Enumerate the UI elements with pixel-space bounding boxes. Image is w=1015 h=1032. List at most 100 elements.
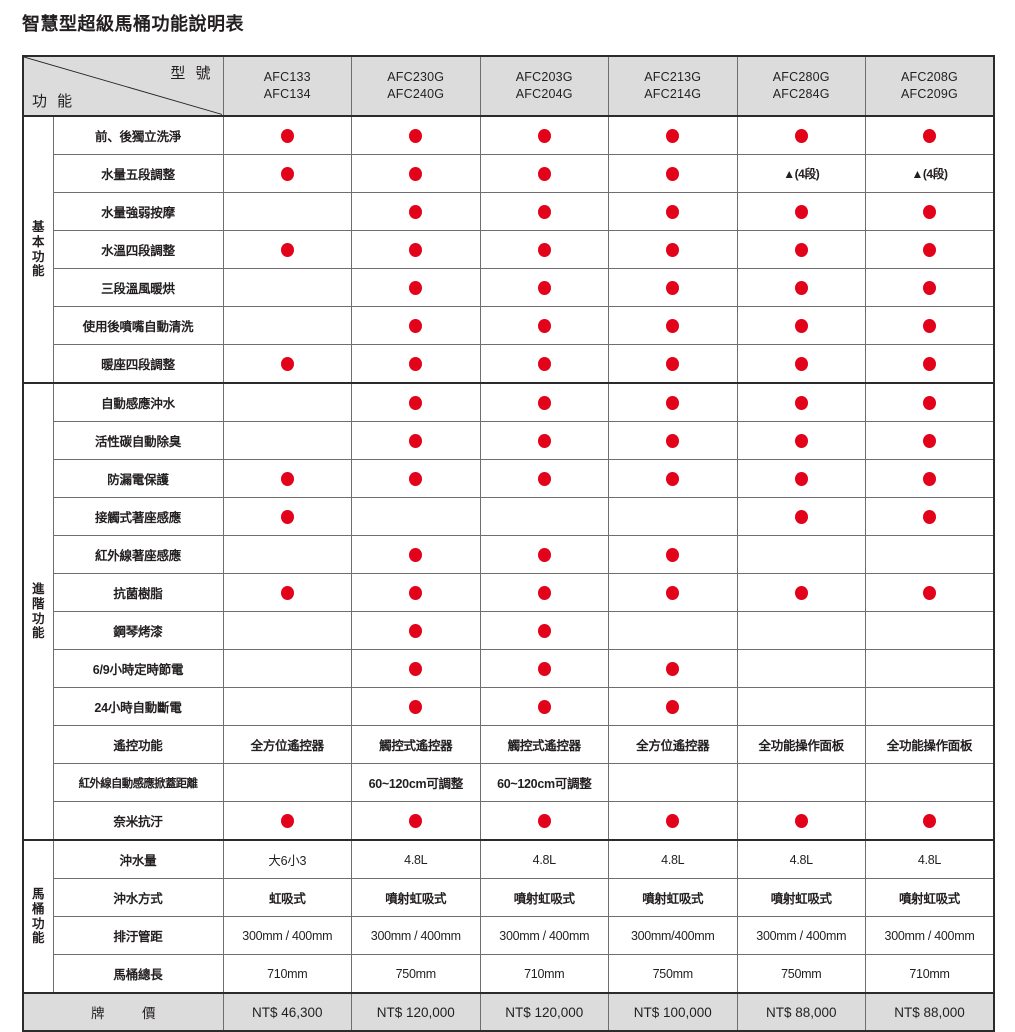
price-row-label: 牌 價 [22, 992, 224, 1032]
supported-dot-cell [865, 801, 995, 841]
section-label-char: 功 [31, 916, 45, 931]
supported-dot-cell [479, 154, 609, 193]
section-label-char: 能 [31, 626, 45, 641]
filled-circle-icon [666, 661, 680, 676]
feature-name: 沖水方式 [52, 878, 224, 917]
model-header-1: AFC133 AFC134 [222, 55, 352, 117]
spec-value-cell: 全功能操作面板 [865, 725, 995, 764]
feature-name: 水量強弱按摩 [52, 192, 224, 231]
spec-value-cell: 300mm / 400mm [351, 916, 481, 955]
filled-circle-icon [794, 242, 808, 257]
filled-circle-icon [923, 280, 936, 295]
feature-name: 馬桶總長 [52, 954, 224, 994]
spec-value-cell: 4.8L [736, 839, 866, 879]
supported-dot-cell [222, 230, 352, 269]
supported-dot-cell [865, 192, 995, 231]
filled-circle-icon [409, 395, 423, 410]
supported-dot-cell [865, 459, 995, 498]
supported-dot-cell [351, 230, 481, 269]
diagonal-divider-icon [24, 57, 222, 115]
section-label-char: 桶 [31, 901, 45, 916]
feature-row: 水量五段調整 ▲(4段) ▲(4段) [23, 154, 995, 193]
empty-cell [222, 687, 352, 726]
feature-name: 暖座四段調整 [52, 344, 224, 384]
empty-cell [608, 763, 738, 802]
triangle-icon-label: ▲(4段) [783, 167, 820, 181]
supported-dot-cell [222, 801, 352, 841]
feature-row: 暖座四段調整 [23, 344, 995, 384]
empty-cell [736, 535, 866, 574]
empty-cell [479, 497, 609, 536]
filled-circle-icon [537, 813, 551, 828]
feature-row: 基本功能前、後獨立洗淨 [22, 115, 995, 384]
supported-dot-cell [736, 421, 866, 460]
supported-dot-cell [736, 192, 866, 231]
partial-support-cell: ▲(4段) [736, 154, 866, 193]
supported-dot-cell [479, 801, 609, 841]
filled-circle-icon [923, 471, 936, 486]
model-code-line2: AFC209G [901, 87, 958, 101]
supported-dot-cell [736, 306, 866, 345]
feature-row: 水溫四段調整 [23, 230, 995, 269]
feature-row: 奈米抗汙 [23, 801, 995, 841]
feature-name: 紅外線著座感應 [52, 535, 224, 574]
spec-value-cell: 710mm [479, 954, 609, 994]
supported-dot-cell [351, 573, 481, 612]
filled-circle-icon [409, 471, 423, 486]
filled-circle-icon [280, 128, 294, 143]
spec-value-cell: 4.8L [479, 839, 609, 879]
price-value: NT$ 120,000 [351, 992, 481, 1032]
supported-dot-cell [351, 649, 481, 688]
table-header-row: 型 號 功 能 AFC133 AFC134 AFC230G AFC240G AF… [22, 55, 995, 117]
price-value: NT$ 88,000 [736, 992, 866, 1032]
filled-circle-icon [537, 547, 551, 562]
spec-value-cell: 噴射虹吸式 [351, 878, 481, 917]
empty-cell [222, 649, 352, 688]
feature-row: 排汙管距 300mm / 400mm 300mm / 400mm 300mm / 40… [23, 916, 995, 955]
supported-dot-cell [351, 115, 481, 155]
supported-dot-cell [479, 344, 609, 384]
spec-value-cell: 大6小3 [222, 839, 352, 879]
filled-circle-icon [537, 471, 551, 486]
filled-circle-icon [794, 204, 808, 219]
feature-name: 水溫四段調整 [52, 230, 224, 269]
model-code-line2: AFC284G [772, 87, 830, 101]
supported-dot-cell [479, 268, 609, 307]
price-value: NT$ 100,000 [608, 992, 738, 1032]
feature-name: 24小時自動斷電 [52, 687, 224, 726]
price-row: 牌 價 NT$ 46,300 NT$ 120,000 NT$ 120,000 N… [22, 992, 995, 1032]
supported-dot-cell [608, 573, 738, 612]
feature-row: 馬桶總長 710mm 750mm 710mm 750mm 750mm 710mm [23, 954, 995, 994]
filled-circle-icon [409, 661, 423, 676]
filled-circle-icon [666, 433, 680, 448]
feature-row: 接觸式著座感應 [23, 497, 995, 536]
filled-circle-icon [666, 471, 680, 486]
model-code-line2: AFC134 [263, 87, 311, 101]
feature-row: 沖水方式 虹吸式 噴射虹吸式 噴射虹吸式 噴射虹吸式 噴射虹吸式 噴射虹吸式 [23, 878, 995, 917]
feature-name: 遙控功能 [52, 725, 224, 764]
feature-row: 防漏電保護 [23, 459, 995, 498]
spec-value-cell: 噴射虹吸式 [865, 878, 995, 917]
filled-circle-icon [537, 661, 551, 676]
empty-cell [608, 611, 738, 650]
filled-circle-icon [409, 204, 423, 219]
supported-dot-cell [865, 268, 995, 307]
filled-circle-icon [280, 242, 294, 257]
header-model-label: 型 號 [170, 65, 214, 82]
filled-circle-icon [537, 433, 551, 448]
empty-cell [222, 268, 352, 307]
supported-dot-cell [222, 115, 352, 155]
filled-circle-icon [794, 395, 808, 410]
spec-value-cell: 60~120cm可調整 [351, 763, 481, 802]
empty-cell [865, 763, 995, 802]
supported-dot-cell [351, 535, 481, 574]
supported-dot-cell [608, 801, 738, 841]
empty-cell [351, 497, 481, 536]
spec-value-cell: 300mm / 400mm [479, 916, 609, 955]
filled-circle-icon [409, 356, 423, 371]
spec-value-cell: 噴射虹吸式 [479, 878, 609, 917]
filled-circle-icon [794, 813, 808, 828]
supported-dot-cell [865, 382, 995, 422]
supported-dot-cell [736, 382, 866, 422]
supported-dot-cell [351, 611, 481, 650]
